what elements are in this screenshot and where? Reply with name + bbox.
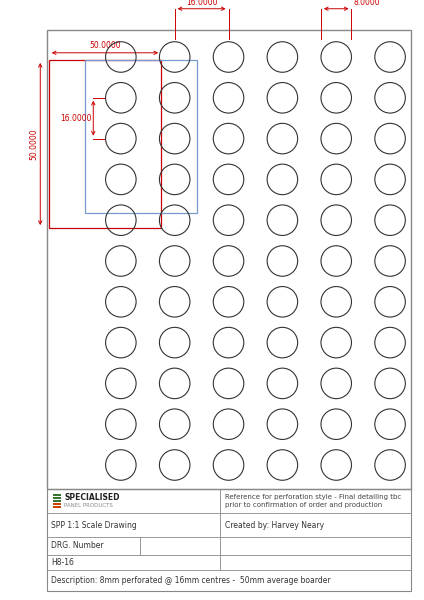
Bar [53,503,61,505]
Text: prior to confirmation of order and production: prior to confirmation of order and produ… [225,502,382,508]
Bar [53,506,61,508]
Text: Reference for perforation style - Final detailing tbc: Reference for perforation style - Final … [225,494,401,500]
Bar [47,489,411,591]
Text: 8.0000: 8.0000 [354,0,380,7]
Text: PANEL PRODUCTS: PANEL PRODUCTS [64,503,113,508]
Bar [53,494,61,496]
Bar [47,30,411,489]
Text: SPECIALISED: SPECIALISED [64,493,120,503]
Text: 16.0000: 16.0000 [186,0,218,7]
Bar [49,60,161,228]
Bar [85,60,197,213]
Text: SPP 1:1 Scale Drawing: SPP 1:1 Scale Drawing [51,520,137,529]
Text: Created by: Harvey Neary: Created by: Harvey Neary [225,520,324,529]
Bar [53,497,61,499]
Text: 50.0000: 50.0000 [29,128,38,160]
Text: DRG. Number: DRG. Number [51,541,103,551]
Bar [53,500,61,502]
Text: 16.0000: 16.0000 [60,113,92,122]
Text: H8-16: H8-16 [51,558,74,567]
Text: 50.0000: 50.0000 [89,41,121,50]
Text: Description: 8mm perforated @ 16mm centres -  50mm average boarder: Description: 8mm perforated @ 16mm centr… [51,576,330,585]
